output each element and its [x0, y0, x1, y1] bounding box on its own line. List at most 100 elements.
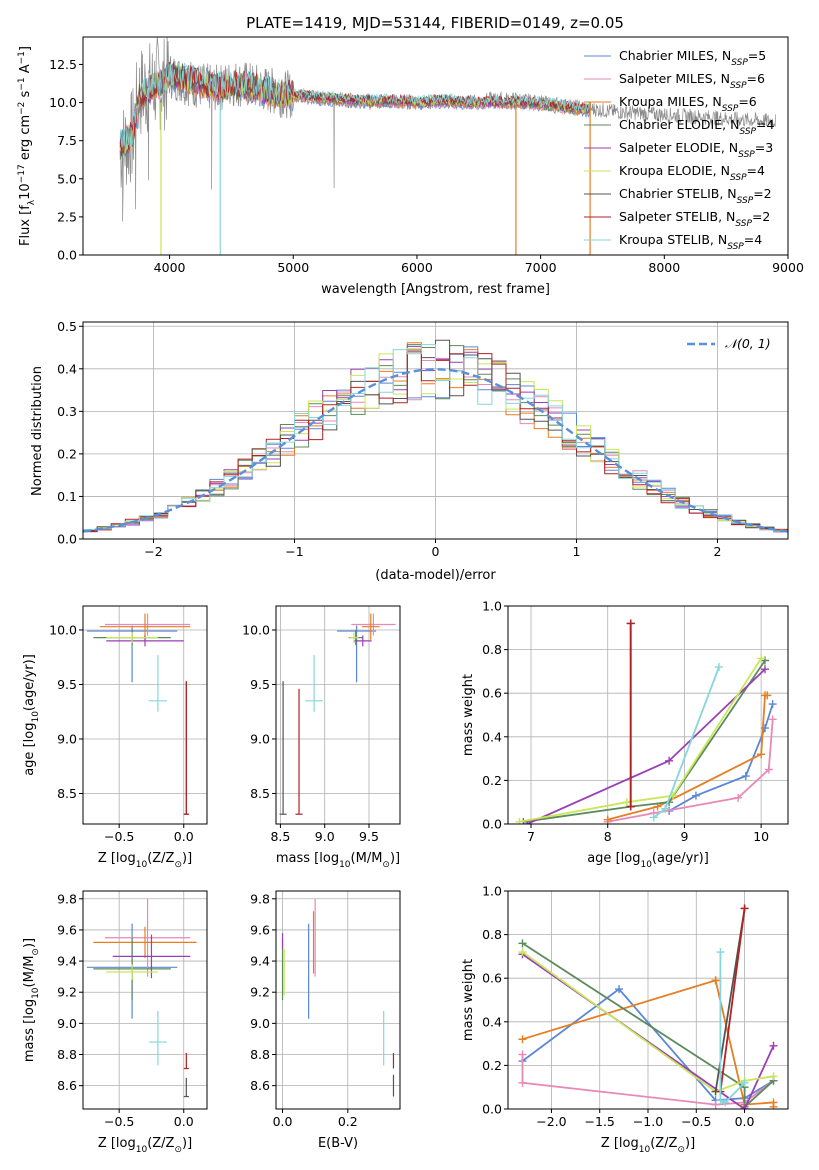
plot-area: [86, 613, 191, 815]
residuals-panel: −2 −1 0 1 2 0.0 0.1 0.2 0.3 0.4 0.5 (data-model)/er…: [30, 319, 789, 583]
y-tick-label: 9.0: [250, 1016, 270, 1031]
x-tick-label: 4000: [154, 260, 186, 275]
plot-area: [119, 37, 776, 255]
y-tick-label: 9.0: [57, 731, 77, 746]
weight-point-salpeter_stelib: [626, 802, 635, 811]
legend-label: 𝒩(0, 1): [725, 336, 771, 351]
x-tick-label: 9: [680, 829, 688, 844]
weight-point-kroupa_miles: [769, 1102, 778, 1109]
y-tick-label: 0.5: [57, 319, 77, 334]
weight-vs-metallicity-panel: −2.0 −1.5 −1.0 −0.5 0.0 0.0 0.2 0.4 0.6 0.8 1.0 Z […: [461, 884, 789, 1155]
plot-area: [83, 339, 788, 539]
y-tick-label: 0.6: [482, 971, 502, 986]
x-tick-label: 2: [714, 544, 722, 559]
weight-point-kroupa_elodie: [515, 817, 524, 824]
weight-point-salpeter_elodie: [523, 820, 532, 824]
x-tick-label: 9.5: [359, 829, 379, 844]
histogram-kroupa_stelib: [83, 344, 788, 539]
y-tick-label: 0.2: [482, 1058, 502, 1073]
y-tick-label: 8.6: [57, 1078, 77, 1093]
x-tick-label: 0.2: [338, 1114, 358, 1129]
x-tick-label: 5000: [277, 260, 309, 275]
y-tick-label: 0.0: [57, 532, 77, 547]
y-tick-label: 0.4: [482, 1014, 502, 1029]
chart-title: PLATE=1419, MJD=53144, FIBERID=0149, z=0…: [246, 14, 624, 32]
weight-line-salpeter_stelib: [719, 908, 746, 1092]
x-axis-label: mass [log10(M/M⊙)]: [276, 851, 400, 870]
weight-point-kroupa_stelib: [740, 1078, 749, 1087]
y-axis-label: age [log10(age/yr)]: [22, 654, 41, 776]
y-tick-label: 0.4: [482, 729, 502, 744]
weight-point-kroupa_miles: [763, 691, 772, 700]
y-tick-label: 9.8: [57, 891, 77, 906]
x-tick-label: 0.0: [174, 1114, 194, 1129]
x-axis-label: wavelength [Angstrom, rest frame]: [321, 282, 550, 297]
legend-label: Salpeter MILES, NSSP=6: [619, 71, 765, 91]
x-tick-label: 0.0: [735, 1114, 755, 1129]
y-tick-label: 0.2: [482, 773, 502, 788]
weight-point-salpeter_elodie: [769, 1041, 778, 1050]
x-tick-label: −0.5: [104, 1114, 134, 1129]
weight-line-chabrier_elodie: [523, 659, 766, 823]
x-tick-label: −1: [285, 544, 303, 559]
y-tick-label: 9.6: [250, 922, 270, 937]
weight-line-kroupa_stelib: [719, 952, 746, 1104]
x-tick-label: 8000: [648, 260, 680, 275]
weight-point-salpeter_miles: [518, 1078, 527, 1087]
weight-point-kroupa_elodie: [769, 1072, 778, 1081]
y-tick-label: 0.0: [482, 1102, 502, 1117]
x-tick-label: 0.0: [174, 829, 194, 844]
x-axis-label: (data-model)/error: [375, 568, 496, 583]
x-axis-label: E(B-V): [318, 1136, 358, 1151]
weight-point-chabrier_miles: [615, 985, 624, 994]
weight-point-kroupa_elodie: [622, 798, 631, 807]
weight-point-salpeter_miles: [518, 1050, 527, 1059]
axes-frame: [82, 890, 208, 1110]
legend-label: Kroupa MILES, NSSP=6: [619, 94, 757, 114]
x-axis-label: Z [log10(Z/Z⊙)]: [601, 1136, 695, 1155]
legend-label: Chabrier STELIB, NSSP=2: [619, 186, 772, 206]
x-tick-label: −1.0: [633, 1114, 663, 1129]
y-tick-label: 9.2: [57, 985, 77, 1000]
x-tick-label: −0.5: [681, 1114, 711, 1129]
weight-point-salpeter_miles: [734, 793, 743, 802]
x-tick-label: 0.0: [273, 1114, 293, 1129]
weight-point-kroupa_stelib: [714, 663, 723, 672]
weight-point-salpeter_miles: [711, 1100, 720, 1109]
y-tick-label: 9.0: [250, 731, 270, 746]
weight-point-kroupa_miles: [518, 1035, 527, 1044]
y-tick-label: 10.0: [49, 95, 77, 110]
weight-point-salpeter_elodie: [760, 665, 769, 674]
plot-area: [86, 898, 197, 1098]
y-tick-label: 9.6: [57, 922, 77, 937]
model-spectrum-kroupa_stelib: [119, 60, 591, 153]
normal-distribution-curve: [83, 368, 788, 533]
weight-point-salpeter_stelib: [626, 619, 635, 628]
y-tick-label: 9.4: [57, 954, 77, 969]
x-tick-label: 9.0: [315, 829, 335, 844]
weight-line-kroupa_elodie: [521, 951, 774, 1093]
x-tick-label: 8: [604, 829, 612, 844]
y-tick-label: 9.5: [250, 677, 270, 692]
x-axis-label: Z [log10(Z/Z⊙)]: [98, 1136, 192, 1155]
axes-frame: [507, 605, 789, 825]
weight-point-chabrier_miles: [741, 772, 750, 781]
y-tick-label: 12.5: [49, 57, 77, 72]
x-tick-label: 10: [753, 829, 769, 844]
y-tick-label: 0.0: [57, 248, 77, 263]
x-tick-label: 7: [527, 829, 535, 844]
y-tick-label: 0.8: [482, 642, 502, 657]
y-axis-label: mass weight: [461, 674, 476, 756]
mass-vs-extinction-panel: 0.0 0.2 8.6 8.8 9.0 9.2 9.4 9.6 9.8 E(B-V): [250, 890, 401, 1151]
y-tick-label: 9.8: [250, 891, 270, 906]
weight-vs-age-panel: 7 8 9 10 0.0 0.2 0.4 0.6 0.8 1.0 age [log10(age/yr…: [461, 599, 789, 870]
weight-point-kroupa_miles: [757, 750, 766, 759]
spectrum-panel: 4000 5000 6000 7000 8000 9000 0.0 2.5 5.0 7.5 10.0…: [17, 14, 804, 297]
weight-point-salpeter_miles: [768, 715, 777, 724]
y-tick-label: 2.5: [57, 209, 77, 224]
age-vs-metallicity-panel: −0.5 0.0 8.5 9.0 9.5 10.0 Z [log10(Z/Z⊙)] age […: [22, 605, 208, 870]
weight-point-kroupa_elodie: [518, 948, 527, 957]
weight-line-chabrier_elodie: [522, 942, 775, 1109]
y-tick-label: 0.0: [482, 817, 502, 832]
